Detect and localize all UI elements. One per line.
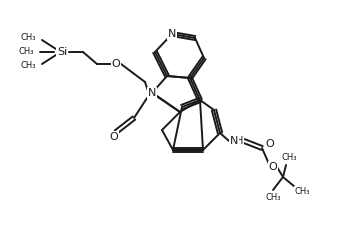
Text: CH₃: CH₃: [21, 62, 36, 71]
Text: O: O: [269, 162, 277, 172]
Text: CH₃: CH₃: [21, 33, 36, 43]
Text: CH₃: CH₃: [18, 47, 34, 57]
Text: O: O: [266, 139, 274, 149]
Text: N: N: [168, 29, 176, 39]
Text: Si: Si: [57, 47, 67, 57]
Text: CH₃: CH₃: [294, 186, 310, 196]
Text: N: N: [148, 88, 156, 98]
Text: O: O: [110, 132, 118, 142]
Text: H: H: [236, 136, 244, 146]
Text: N: N: [230, 136, 238, 146]
Text: O: O: [112, 59, 120, 69]
Text: CH₃: CH₃: [265, 193, 281, 201]
Text: CH₃: CH₃: [281, 154, 297, 163]
